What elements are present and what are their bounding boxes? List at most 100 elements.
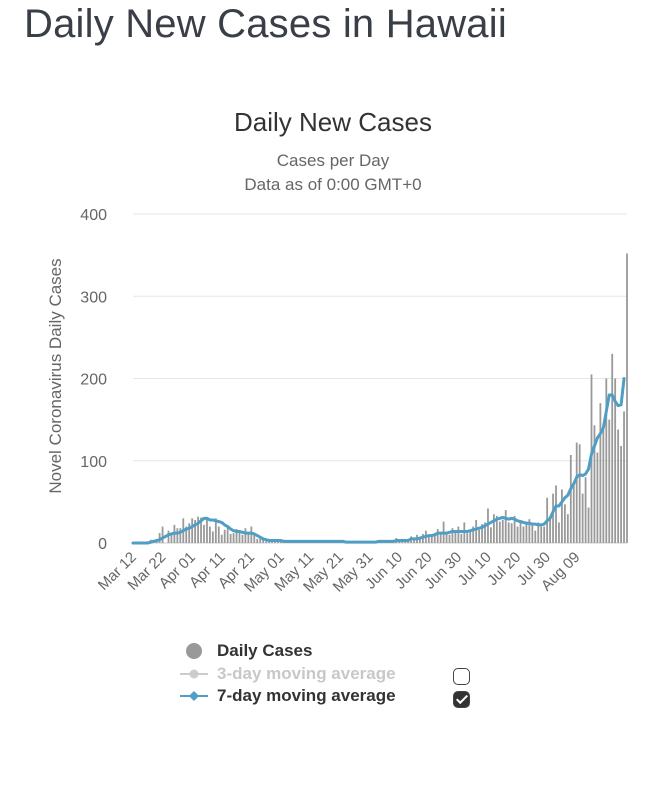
daily-cases-bar bbox=[247, 533, 250, 543]
daily-cases-bar bbox=[439, 533, 442, 543]
daily-cases-bar bbox=[238, 531, 241, 543]
legend-marker-3-day-average bbox=[180, 669, 208, 679]
daily-cases-bar bbox=[203, 524, 205, 543]
daily-cases-bar bbox=[259, 536, 262, 543]
daily-cases-bar bbox=[481, 524, 483, 543]
daily-cases-bar bbox=[232, 533, 235, 543]
daily-cases-bar bbox=[552, 493, 554, 543]
daily-cases-bar bbox=[572, 485, 575, 543]
daily-cases-bar bbox=[563, 504, 566, 543]
daily-cases-bars bbox=[143, 253, 628, 544]
daily-cases-bar bbox=[569, 454, 572, 543]
daily-cases-bar bbox=[430, 536, 433, 543]
daily-cases-bar bbox=[217, 526, 220, 543]
daily-cases-bar bbox=[498, 521, 501, 543]
daily-cases-bar bbox=[596, 452, 599, 543]
daily-cases-bar bbox=[226, 526, 229, 543]
daily-cases-bar bbox=[534, 530, 537, 543]
legend-label-7-day-average: 7-day moving average bbox=[217, 686, 396, 705]
daily-cases-bar bbox=[256, 538, 259, 543]
daily-cases-bar bbox=[531, 524, 534, 543]
daily-cases-bar bbox=[445, 533, 448, 543]
daily-cases-bar bbox=[525, 521, 528, 543]
daily-cases-bar bbox=[566, 514, 569, 543]
daily-cases-bar bbox=[194, 519, 197, 543]
daily-cases-bar bbox=[581, 493, 584, 543]
y-tick-label: 200 bbox=[80, 372, 107, 389]
daily-cases-bar bbox=[537, 522, 540, 543]
daily-cases-bar bbox=[241, 534, 244, 543]
legend-marker-daily-cases bbox=[186, 643, 202, 659]
daily-cases-bar bbox=[235, 529, 238, 543]
daily-cases-bar bbox=[492, 514, 495, 543]
daily-cases-bar bbox=[209, 526, 211, 543]
daily-cases-bar bbox=[578, 444, 581, 543]
legend-marker-7-day-average bbox=[180, 691, 208, 701]
daily-cases-bar bbox=[200, 517, 202, 543]
daily-cases-bar bbox=[460, 533, 463, 543]
daily-cases-bar bbox=[504, 510, 507, 543]
daily-cases-bar bbox=[540, 526, 543, 543]
7-day-average-line bbox=[131, 377, 626, 545]
legend-label-3-day-average: 3-day moving average bbox=[217, 664, 396, 683]
daily-cases-bar bbox=[623, 411, 625, 543]
daily-cases-bar bbox=[176, 528, 179, 543]
toggle-7-day-average-checkbox[interactable] bbox=[453, 691, 470, 708]
chart-title: Daily New Cases bbox=[234, 107, 432, 137]
daily-cases-bar bbox=[448, 534, 451, 543]
daily-cases-bar bbox=[501, 519, 504, 543]
daily-cases-bar bbox=[587, 507, 590, 543]
daily-cases-bar bbox=[549, 516, 551, 543]
daily-cases-bar bbox=[179, 528, 182, 543]
legend-item-3-day-average[interactable]: 3-day moving average bbox=[180, 664, 396, 684]
daily-cases-bar bbox=[457, 526, 460, 543]
daily-cases-bar bbox=[584, 477, 587, 543]
daily-cases-bar bbox=[561, 489, 563, 543]
daily-cases-bar bbox=[543, 526, 546, 543]
daily-cases-bar bbox=[575, 442, 578, 543]
daily-cases-bar bbox=[490, 527, 492, 543]
daily-cases-bar bbox=[454, 531, 457, 543]
daily-cases-bar bbox=[214, 518, 217, 543]
daily-cases-bar bbox=[611, 353, 614, 543]
daily-cases-bar bbox=[469, 530, 472, 543]
toggle-3-day-average-checkbox[interactable] bbox=[453, 668, 470, 685]
daily-cases-bar bbox=[495, 515, 498, 543]
daily-cases-bar bbox=[191, 518, 194, 543]
daily-cases-bar bbox=[602, 427, 605, 543]
daily-cases-bar bbox=[244, 528, 247, 543]
daily-cases-bar bbox=[608, 419, 611, 544]
daily-cases-bar bbox=[229, 533, 232, 543]
daily-cases-bar bbox=[605, 378, 608, 543]
daily-cases-bar bbox=[620, 445, 622, 543]
legend-item-7-day-average[interactable]: 7-day moving average bbox=[180, 686, 396, 706]
daily-cases-bar bbox=[223, 529, 226, 543]
daily-cases-bar bbox=[262, 538, 265, 543]
daily-cases-bar bbox=[413, 539, 415, 543]
daily-cases-bar bbox=[170, 534, 173, 543]
y-tick-label: 400 bbox=[80, 207, 107, 224]
daily-cases-bar bbox=[478, 529, 480, 543]
daily-cases-bar bbox=[436, 529, 439, 543]
daily-cases-bar bbox=[626, 253, 628, 544]
daily-cases-bar bbox=[206, 518, 208, 543]
page-title: Daily New Cases in Hawaii bbox=[24, 2, 507, 46]
daily-cases-bar bbox=[427, 534, 430, 543]
daily-cases-bar bbox=[513, 515, 516, 543]
daily-cases-bar bbox=[614, 378, 617, 543]
daily-cases-bar bbox=[188, 523, 191, 543]
daily-cases-bar bbox=[593, 425, 596, 543]
daily-cases-bar bbox=[555, 485, 557, 543]
legend-item-daily-cases[interactable]: Daily Cases bbox=[183, 641, 312, 661]
daily-cases-bar bbox=[167, 530, 170, 543]
y-tick-label: 100 bbox=[80, 454, 107, 471]
daily-cases-bar bbox=[197, 516, 199, 543]
daily-cases-bar bbox=[253, 533, 256, 543]
daily-cases-bar bbox=[599, 403, 602, 543]
daily-cases-bar bbox=[617, 429, 620, 543]
daily-cases-bar bbox=[507, 522, 510, 543]
y-tick-label: 0 bbox=[98, 536, 107, 553]
legend-label-daily-cases: Daily Cases bbox=[217, 641, 313, 660]
